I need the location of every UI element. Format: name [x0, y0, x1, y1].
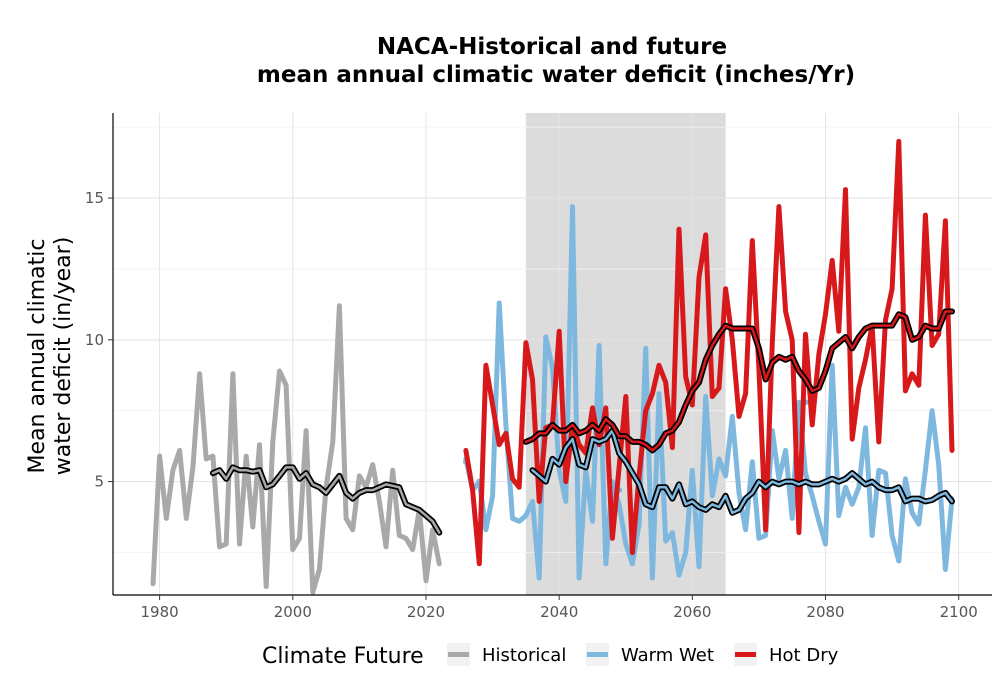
y-axis-label: Mean annual climatic water deficit (in/y… — [25, 237, 76, 476]
y-tick-label: 15 — [85, 189, 104, 207]
smoothed-line-hot-dry — [524, 310, 954, 452]
x-tick-label: 2060 — [673, 603, 711, 621]
legend: Climate Future Historical Warm Wet Hot Dry — [262, 643, 839, 669]
y-tick-label: 10 — [85, 331, 104, 349]
x-tick-label: 2100 — [940, 603, 978, 621]
x-tick-label: 2020 — [407, 603, 445, 621]
smoothed-line-warm-wet — [531, 429, 954, 515]
series-line-historical — [150, 303, 442, 595]
y-tick-label: 5 — [94, 473, 104, 491]
y-axis-ticks: 5 10 15 — [85, 189, 113, 491]
x-axis-ticks: 1980 2000 2020 2040 2060 2080 2100 — [141, 595, 978, 621]
series-line-warm-wet — [463, 204, 955, 581]
smoothed-lines — [209, 308, 955, 536]
y-axis-label-line-1: Mean annual climatic — [25, 239, 50, 474]
legend-label: Historical — [482, 645, 566, 666]
x-tick-label: 1980 — [141, 603, 179, 621]
x-tick-label: 2040 — [540, 603, 578, 621]
legend-label: Warm Wet — [621, 645, 714, 666]
chart-title-line-1: NACA-Historical and future — [377, 34, 727, 60]
x-tick-label: 2000 — [274, 603, 312, 621]
legend-title: Climate Future — [262, 644, 424, 669]
smoothed-line-historical — [211, 466, 441, 534]
y-axis-label-line-2: water deficit (in/year) — [51, 237, 76, 476]
plot-area: 1980 2000 2020 2040 2060 2080 2100 5 10 15 — [85, 113, 992, 621]
legend-label: Hot Dry — [769, 645, 839, 666]
chart-title-line-2: mean annual climatic water deficit (inch… — [257, 62, 855, 88]
x-tick-label: 2080 — [806, 603, 844, 621]
